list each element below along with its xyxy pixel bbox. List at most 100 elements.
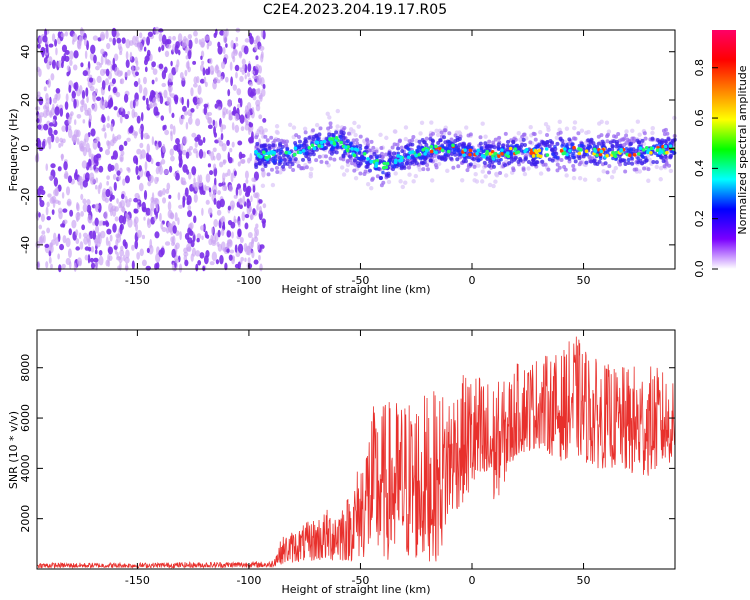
noise-point	[78, 260, 82, 267]
band-point	[347, 154, 352, 159]
noise-point	[172, 225, 177, 234]
noise-point	[43, 123, 49, 131]
band-point	[411, 135, 416, 140]
noise-point	[255, 223, 259, 229]
band-point	[304, 147, 309, 151]
band-point	[483, 134, 488, 139]
noise-point	[259, 92, 263, 103]
noise-point	[101, 188, 107, 198]
band-point	[571, 175, 577, 181]
noise-point	[256, 204, 259, 211]
noise-point	[90, 246, 95, 253]
band-point	[369, 185, 374, 191]
noise-point	[192, 83, 198, 88]
noise-point	[52, 103, 55, 111]
noise-point	[137, 77, 141, 85]
band-point	[640, 154, 645, 159]
noise-point	[69, 59, 73, 66]
band-point	[263, 134, 268, 139]
noise-point	[236, 88, 242, 96]
band-peak-point	[668, 144, 673, 148]
noise-point	[211, 239, 217, 246]
band-peak-point	[374, 161, 379, 166]
noise-point	[129, 51, 133, 61]
band-point	[503, 173, 509, 178]
noise-point	[217, 45, 223, 55]
band-point	[591, 141, 596, 146]
band-point	[663, 138, 668, 143]
noise-point	[38, 112, 45, 118]
band-point	[644, 158, 649, 163]
noise-point	[55, 136, 60, 144]
noise-point	[244, 222, 249, 230]
noise-point	[243, 45, 249, 55]
noise-point	[65, 257, 71, 266]
noise-point	[137, 204, 140, 210]
band-point	[595, 161, 600, 166]
noise-point	[46, 201, 50, 208]
noise-point	[157, 93, 160, 102]
noise-point	[45, 43, 49, 54]
band-point	[572, 125, 577, 131]
noise-point	[117, 175, 122, 181]
x-tick-label: -150	[125, 574, 150, 587]
noise-point	[240, 153, 246, 158]
band-point	[611, 169, 617, 174]
noise-point	[157, 140, 162, 148]
noise-point	[201, 207, 204, 217]
noise-point	[207, 207, 213, 215]
band-point	[422, 160, 427, 165]
noise-point	[120, 106, 124, 112]
noise-point	[92, 35, 99, 41]
noise-point	[187, 33, 193, 40]
noise-point	[230, 76, 233, 87]
band-point	[455, 137, 460, 142]
noise-point	[87, 214, 92, 224]
band-point	[493, 137, 498, 142]
noise-point	[71, 219, 77, 229]
noise-point	[246, 245, 252, 256]
noise-point	[63, 161, 68, 171]
noise-point	[177, 49, 181, 56]
band-point	[537, 129, 543, 135]
noise-point	[43, 109, 48, 119]
noise-point	[82, 180, 88, 188]
noise-point	[174, 44, 179, 55]
noise-point	[48, 43, 54, 48]
noise-point	[227, 89, 231, 97]
noise-point	[166, 96, 170, 105]
noise-point	[61, 44, 68, 53]
y-tick-label: -20	[19, 188, 32, 206]
noise-point	[104, 149, 111, 156]
colorbar-ticks: 0.0 0.2 0.4 0.6 0.8	[693, 59, 718, 278]
noise-point	[203, 106, 208, 116]
noise-point	[45, 206, 49, 216]
band-point	[663, 154, 668, 159]
band-point	[623, 169, 628, 174]
noise-point	[106, 42, 111, 50]
noise-point	[241, 69, 246, 75]
band-point	[436, 161, 442, 167]
band-point	[612, 134, 617, 139]
band-point	[351, 138, 356, 143]
noise-point	[188, 145, 194, 151]
noise-point	[185, 121, 189, 130]
band-point	[466, 133, 471, 138]
band-point	[443, 140, 448, 145]
band-point	[421, 156, 425, 160]
band-point	[263, 128, 268, 133]
noise-point	[170, 131, 173, 142]
noise-point	[234, 113, 240, 122]
band-peak-point	[267, 154, 271, 159]
band-point	[487, 163, 492, 168]
noise-point	[101, 80, 106, 90]
band-point	[528, 124, 533, 130]
band-point	[455, 149, 460, 153]
noise-point	[251, 177, 256, 183]
noise-point	[126, 69, 131, 76]
noise-point	[126, 137, 131, 143]
noise-point	[110, 123, 114, 132]
band-peak-point	[577, 151, 582, 156]
noise-point	[48, 256, 52, 264]
noise-point	[182, 198, 186, 208]
